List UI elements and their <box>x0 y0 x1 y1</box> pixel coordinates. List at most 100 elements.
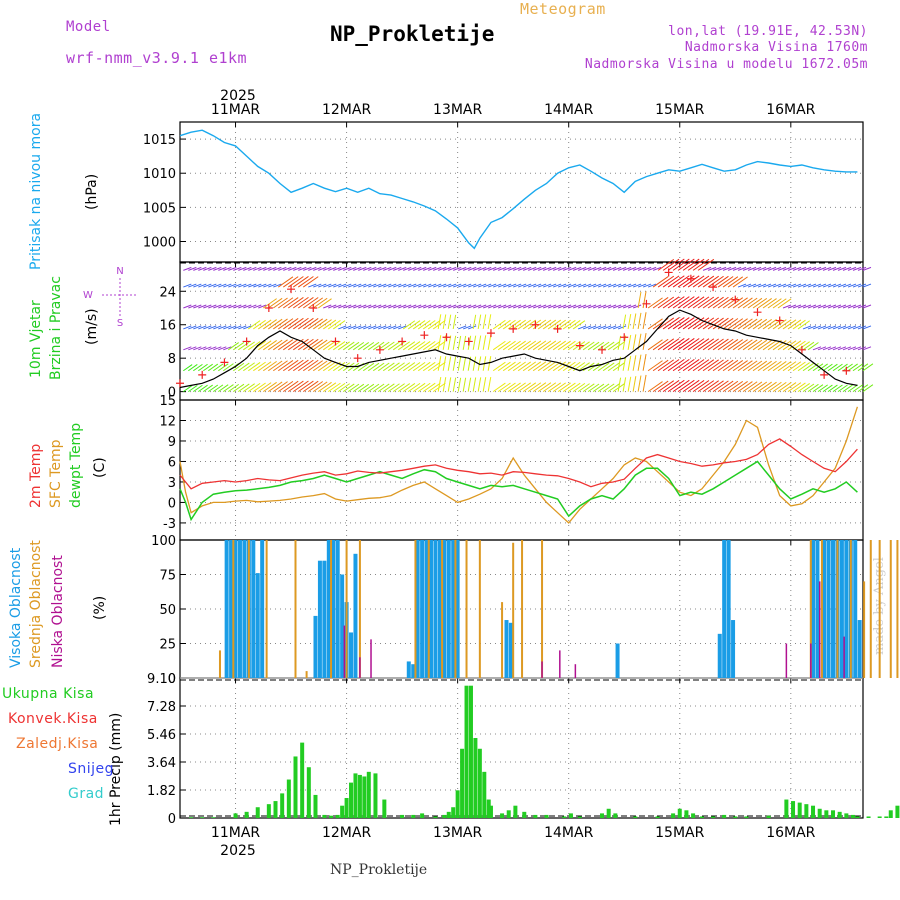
wind-arrow <box>483 304 492 309</box>
wind-arrow <box>562 266 572 271</box>
wind-arrow <box>697 258 715 271</box>
wind-arrow <box>762 360 777 372</box>
wind-arrow <box>377 362 390 372</box>
model-elevation-label: Nadmorska Visina u modelu 1672.05m <box>584 57 868 72</box>
wind-arrow <box>537 319 552 330</box>
wind-arrow <box>542 382 557 393</box>
wind-arrow <box>253 266 262 271</box>
precip-bar <box>684 810 689 818</box>
wind-arrow <box>852 304 862 309</box>
wind-arrow <box>338 283 347 288</box>
wind-arrow <box>343 266 352 271</box>
wind-arrow <box>862 304 872 309</box>
wind-arrow <box>807 266 817 271</box>
wind-arrow <box>452 335 457 350</box>
wind-arrow <box>812 384 824 393</box>
wind-arrow <box>423 283 432 288</box>
cloud-bar-0 <box>420 540 425 678</box>
wind-arrow <box>478 266 487 271</box>
cloud-bar-0 <box>433 540 438 678</box>
wind-arrow <box>317 361 332 372</box>
wind-arrow <box>652 338 669 351</box>
wind-arrow <box>418 283 427 288</box>
wind-arrow <box>552 304 562 309</box>
cloud-bar-0 <box>233 540 238 678</box>
wind-arrow <box>437 314 442 329</box>
wind-arrow <box>452 314 457 329</box>
wind-arrow <box>213 283 222 288</box>
wind-arrow <box>622 356 627 371</box>
wind-arrow <box>622 283 632 288</box>
wind-arrow <box>667 296 685 309</box>
wind-arrow <box>362 362 375 372</box>
wind-arrow <box>827 325 837 330</box>
cloud-bar-1 <box>836 540 839 678</box>
wind-arrow <box>223 363 234 372</box>
day-label-top-0: 11MAR <box>211 102 260 118</box>
cloud-bar-0 <box>317 560 322 678</box>
wind-arrow <box>757 318 772 330</box>
cloud-bar-0 <box>722 540 727 678</box>
wind-arrow <box>742 381 758 393</box>
wind-arrow <box>802 362 815 372</box>
wind-arrow <box>537 266 547 271</box>
wind-arrow <box>622 304 632 309</box>
wind-arrow <box>752 266 762 271</box>
ytick-precip-2: 3.64 <box>147 756 176 771</box>
wind-arrow <box>218 304 227 309</box>
wind-arrow <box>282 380 299 393</box>
wind-arrow <box>552 382 566 393</box>
precip-bar <box>488 805 493 818</box>
wind-arrow <box>777 319 792 330</box>
wind-arrow <box>417 320 431 330</box>
wind-arrow <box>433 283 442 288</box>
wind-arrow <box>697 317 715 330</box>
wind-arrow <box>692 317 710 330</box>
wind-arrow <box>487 314 492 329</box>
wind-arrow <box>472 377 477 392</box>
gust-marker <box>464 337 473 346</box>
wind-arrow <box>527 340 542 351</box>
wind-arrow <box>657 317 675 330</box>
wind-arrow <box>313 266 322 271</box>
wind-arrow <box>393 283 402 288</box>
wind-arrow <box>667 317 685 330</box>
wind-arrow <box>817 266 827 271</box>
legend-grad: Grad <box>68 786 105 802</box>
wind-arrow <box>677 338 695 351</box>
cloud-bar-0 <box>353 553 358 678</box>
wind-arrow <box>622 314 627 329</box>
wind-arrow <box>317 319 332 330</box>
wind-arrow <box>388 266 397 271</box>
cloud-bar-0 <box>424 540 429 678</box>
wind-arrow <box>353 266 362 271</box>
wind-arrow <box>712 296 729 309</box>
wind-arrow <box>357 342 370 351</box>
wind-arrow <box>448 283 457 288</box>
wind-arrow <box>407 362 421 372</box>
precip-bar <box>200 817 205 818</box>
wind-arrow <box>797 341 810 351</box>
wind-arrow <box>567 340 581 351</box>
wind-arrow <box>597 383 610 393</box>
wind-arrow <box>537 361 552 372</box>
wind-arrow <box>218 346 227 351</box>
wind-arrow <box>302 318 319 330</box>
wind-arrow <box>667 379 685 393</box>
wind-arrow <box>263 360 277 372</box>
wind-arrow <box>747 318 763 330</box>
wind-arrow <box>617 377 622 392</box>
wind-arrow <box>277 339 294 351</box>
wind-arrow <box>487 376 492 392</box>
wind-arrow <box>702 380 719 393</box>
wind-arrow <box>273 266 282 271</box>
wind-arrow <box>567 382 581 393</box>
wind-arrow <box>412 382 426 393</box>
wind-arrow <box>602 341 615 351</box>
wind-arrow <box>637 266 647 271</box>
wind-arrow <box>742 360 758 372</box>
cloud-bar-1 <box>869 540 872 678</box>
wind-arrow <box>302 380 319 393</box>
cloud-bar-2 <box>343 625 346 678</box>
gust-marker <box>242 337 251 346</box>
